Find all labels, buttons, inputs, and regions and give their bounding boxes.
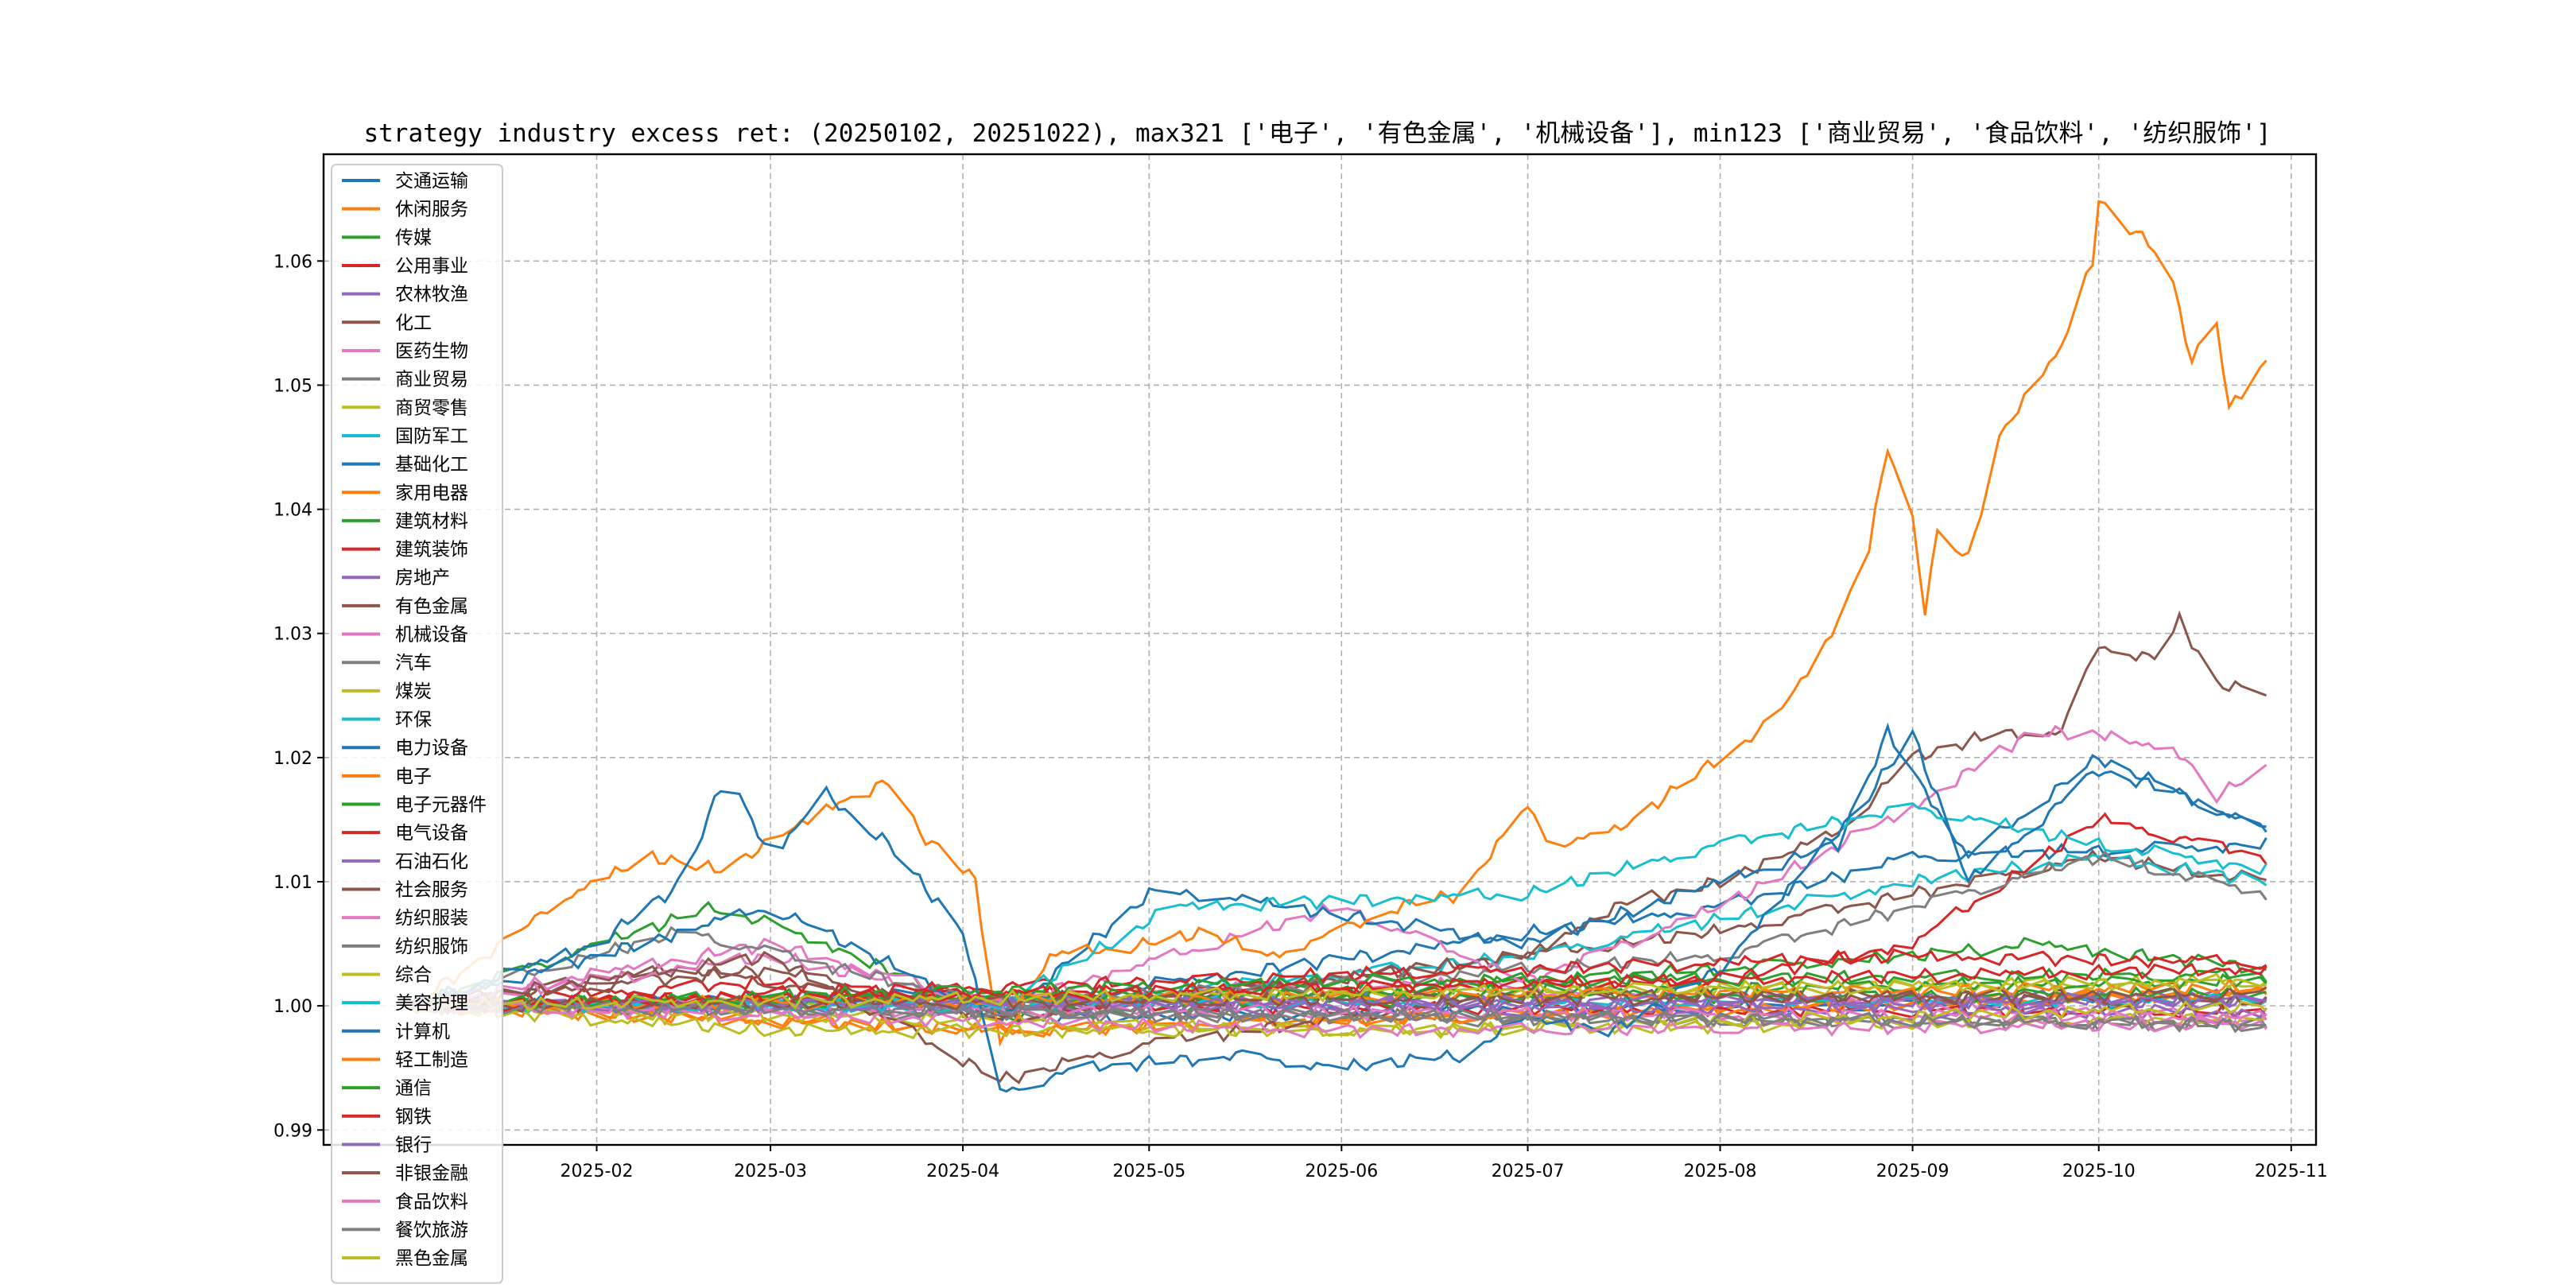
legend-label: 电子 bbox=[395, 766, 432, 787]
series-line-有色金属 bbox=[410, 610, 2268, 1022]
x-tick-label: 2025-06 bbox=[1305, 1162, 1378, 1181]
legend-label: 有色金属 bbox=[395, 596, 468, 617]
series-line-餐饮旅游 bbox=[410, 998, 2267, 1034]
legend-label: 计算机 bbox=[395, 1022, 450, 1042]
legend-label: 家用电器 bbox=[395, 483, 468, 503]
y-tick-label: 1.03 bbox=[274, 625, 312, 645]
x-tick-label: 2025-10 bbox=[2062, 1162, 2136, 1181]
x-tick-label: 2025-04 bbox=[926, 1162, 999, 1181]
legend-label: 房地产 bbox=[395, 568, 450, 588]
legend-label: 商业贸易 bbox=[395, 370, 468, 390]
series-line-电子 bbox=[409, 200, 2268, 1047]
legend-label: 传媒 bbox=[395, 227, 432, 248]
chart-title: strategy industry excess ret: (20250102,… bbox=[363, 119, 2271, 148]
y-tick-label: 1.05 bbox=[274, 376, 312, 396]
legend-label: 环保 bbox=[395, 710, 432, 731]
series-line-纺织服饰 bbox=[409, 999, 2267, 1033]
x-tick-label: 2025-11 bbox=[2255, 1162, 2328, 1181]
x-tick-label: 2025-03 bbox=[734, 1162, 807, 1181]
series-line-综合 bbox=[409, 1000, 2268, 1040]
y-tick-label: 0.99 bbox=[274, 1121, 312, 1141]
series-line-轻工制造 bbox=[409, 978, 2268, 1014]
legend-label: 银行 bbox=[395, 1135, 432, 1155]
axes-frame bbox=[322, 153, 2318, 1146]
series-line-食品饮料 bbox=[409, 1002, 2268, 1039]
series-lines bbox=[409, 200, 2268, 1093]
legend-label: 化工 bbox=[395, 312, 432, 333]
x-tick-label: 2025-07 bbox=[1492, 1162, 1565, 1181]
series-line-机械设备 bbox=[409, 724, 2268, 1011]
legend-label: 餐饮旅游 bbox=[395, 1220, 468, 1240]
legend: 交通运输休闲服务传媒公用事业农林牧渔化工医药生物商业贸易商贸零售国防军工基础化工… bbox=[331, 164, 503, 1284]
legend-label: 电气设备 bbox=[395, 823, 468, 844]
series-line-通信 bbox=[409, 967, 2268, 1013]
series-line-电力设备 bbox=[409, 722, 2267, 1014]
y-tick-label: 1.06 bbox=[274, 252, 312, 272]
legend-label: 交通运输 bbox=[395, 171, 468, 192]
y-tick-label: 1.01 bbox=[274, 873, 312, 893]
legend-label: 社会服务 bbox=[395, 880, 468, 901]
legend-label: 商贸零售 bbox=[395, 398, 468, 418]
x-tick-label: 2025-05 bbox=[1112, 1162, 1185, 1181]
legend-label: 电子元器件 bbox=[395, 795, 487, 816]
legend-label: 机械设备 bbox=[395, 625, 468, 646]
legend-label: 建筑装饰 bbox=[395, 540, 468, 561]
legend-label: 休闲服务 bbox=[395, 200, 468, 220]
series-line-钢铁 bbox=[410, 963, 2268, 1013]
x-tick-label: 2025-09 bbox=[1876, 1162, 1949, 1181]
legend-label: 食品饮料 bbox=[395, 1192, 468, 1212]
legend-label: 美容护理 bbox=[395, 993, 468, 1014]
legend-label: 纺织服饰 bbox=[395, 937, 468, 957]
axis-ticks: 0.99 1.00 1.01 1.02 1.03 1.04 1.05 1.06 2025-02 2… bbox=[274, 252, 2328, 1181]
legend-label: 通信 bbox=[395, 1078, 432, 1099]
legend-label: 钢铁 bbox=[395, 1107, 432, 1127]
legend-label: 基础化工 bbox=[395, 455, 468, 475]
legend-label: 建筑材料 bbox=[395, 511, 468, 532]
y-tick-label: 1.02 bbox=[274, 749, 312, 769]
series-line-计算机 bbox=[409, 728, 2268, 1093]
x-tick-label: 2025-02 bbox=[561, 1162, 634, 1181]
legend-label: 石油石化 bbox=[395, 852, 468, 872]
legend-label: 非银金融 bbox=[395, 1163, 468, 1184]
legend-label: 国防军工 bbox=[395, 426, 468, 447]
legend-label: 汽车 bbox=[395, 653, 432, 673]
y-tick-label: 1.00 bbox=[274, 997, 312, 1017]
legend-label: 轻工制造 bbox=[395, 1049, 468, 1070]
legend-label: 黑色金属 bbox=[395, 1248, 468, 1269]
series-line-汽车 bbox=[409, 850, 2268, 1011]
legend-label: 纺织服装 bbox=[395, 908, 468, 929]
series-line-黑色金属 bbox=[409, 972, 2267, 1013]
series-line-非银金融 bbox=[409, 986, 2268, 1014]
legend-label: 电力设备 bbox=[395, 738, 468, 758]
legend-label: 公用事业 bbox=[395, 256, 468, 277]
x-tick-label: 2025-08 bbox=[1684, 1162, 1757, 1181]
legend-label: 综合 bbox=[395, 964, 432, 985]
y-tick-label: 1.04 bbox=[274, 501, 312, 521]
legend-label: 农林牧渔 bbox=[395, 285, 468, 305]
legend-label: 医药生物 bbox=[395, 341, 468, 362]
legend-label: 煤炭 bbox=[395, 681, 432, 702]
